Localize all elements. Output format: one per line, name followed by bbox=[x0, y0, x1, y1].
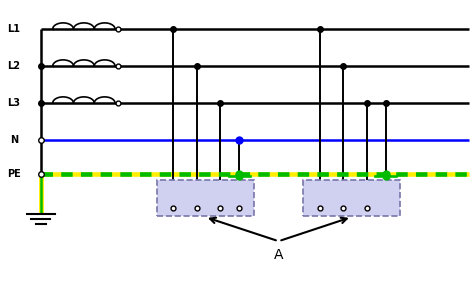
Bar bbox=[303, 180, 400, 216]
Bar bbox=[156, 180, 254, 216]
Text: L3: L3 bbox=[8, 98, 20, 108]
Text: A: A bbox=[274, 248, 283, 262]
Text: PE: PE bbox=[7, 169, 21, 179]
Text: L2: L2 bbox=[8, 61, 20, 71]
Text: L1: L1 bbox=[8, 24, 20, 34]
Text: N: N bbox=[10, 135, 18, 145]
